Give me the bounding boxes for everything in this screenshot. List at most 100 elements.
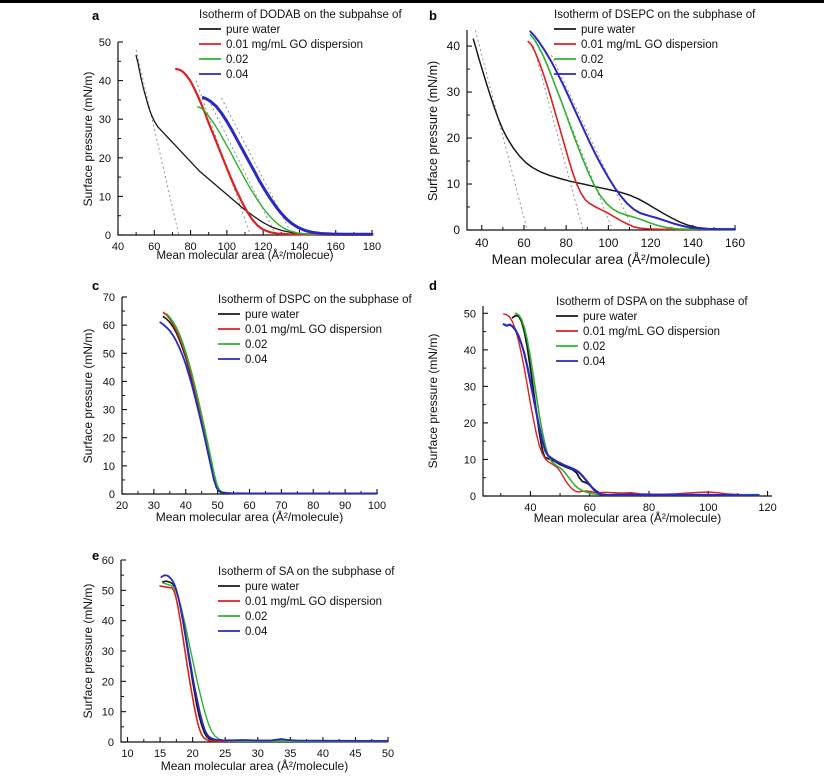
- extrapolation-dashed-line: [221, 97, 293, 236]
- y-tick-label: 50: [464, 308, 476, 320]
- y-tick-label: 30: [102, 646, 114, 658]
- legend-entry-label: 0.04: [245, 354, 268, 366]
- panel-letter-b: b: [429, 8, 437, 23]
- legend: Isotherm of DODAB on the subpahse of pure…: [199, 9, 402, 81]
- y-tick-label: 30: [447, 85, 461, 99]
- series-0.04: [159, 321, 378, 495]
- y-tick-label: 70: [103, 292, 115, 304]
- y-tick-label: 0: [105, 230, 111, 242]
- y-tick-label: 40: [447, 39, 461, 53]
- x-tick-label: 120: [641, 236, 661, 250]
- y-axis-label: Surface pressure (mN/m): [426, 61, 440, 201]
- panel-e-chart: 10 15 20 25 30 35 40 45 50 0 10 20 30 40 50 60 Mean mole…: [81, 555, 395, 773]
- legend-entry-label: pure water: [226, 24, 281, 36]
- extrapolation-dashed-line: [208, 99, 277, 236]
- panel-letter-a: a: [92, 8, 100, 23]
- series-0.01-mg-ml-go-dispersion: [503, 313, 760, 496]
- y-tick-label: 60: [102, 555, 114, 567]
- x-tick-label: 45: [349, 748, 361, 760]
- legend-entry-label: 0.04: [581, 69, 604, 81]
- x-tick-label: 40: [112, 241, 124, 253]
- y-tick-label: 60: [103, 320, 115, 332]
- x-tick-label: 80: [307, 500, 319, 512]
- x-tick-label: 35: [284, 748, 296, 760]
- y-tick-label: 20: [464, 418, 476, 430]
- series-0.02: [514, 312, 760, 496]
- legend-entry-label: 0.04: [226, 69, 249, 81]
- series-0.01-mg-ml-go-dispersion: [175, 67, 374, 236]
- x-tick-label: 30: [148, 500, 160, 512]
- x-tick-label: 100: [598, 236, 618, 250]
- y-tick-label: 30: [464, 381, 476, 393]
- x-tick-label: 90: [339, 500, 351, 512]
- x-axis-label: Mean molecular area (Å²/molecule): [492, 251, 711, 267]
- legend-entry-label: 0.02: [226, 54, 248, 66]
- x-tick-label: 15: [154, 748, 166, 760]
- x-tick-label: 100: [699, 502, 717, 514]
- y-tick-label: 10: [99, 191, 111, 203]
- x-tick-label: 20: [187, 748, 199, 760]
- y-tick-label: 30: [103, 405, 115, 417]
- legend-entry-label: 0.02: [245, 339, 267, 351]
- series-0.02: [197, 106, 373, 236]
- series-pure-water: [511, 314, 757, 497]
- x-axis-label: Mean molecular area (Å²/molecule): [156, 509, 343, 524]
- y-tick-label: 30: [99, 114, 111, 126]
- legend: Isotherm of DSPC on the subphase of pure …: [218, 294, 412, 366]
- x-tick-label: 60: [584, 502, 596, 514]
- series-0.01-mg-ml-go-dispersion: [527, 40, 736, 231]
- legend-title: Isotherm of SA on the subphase of: [218, 566, 395, 578]
- legend-entry-label: pure water: [245, 581, 300, 593]
- y-tick-label: 40: [102, 616, 114, 628]
- x-tick-label: 100: [218, 241, 236, 253]
- extrapolation-dashed-line: [551, 55, 635, 231]
- y-axis-label: Surface pressure (mN/m): [81, 329, 95, 464]
- legend-entry-label: pure water: [583, 311, 638, 323]
- top-rule: [0, 0, 824, 3]
- y-tick-label: 20: [102, 676, 114, 688]
- y-tick-label: 20: [103, 433, 115, 445]
- series-0.01-mg-ml-go-dispersion: [159, 585, 389, 743]
- legend-entry-label: 0.02: [583, 341, 605, 353]
- y-axis-label: Surface pressure (mN/m): [81, 584, 95, 719]
- y-tick-label: 10: [447, 177, 461, 191]
- legend-entry-label: 0.04: [583, 356, 606, 368]
- y-tick-label: 10: [103, 461, 115, 473]
- panel-letter-d: d: [429, 278, 437, 293]
- x-tick-label: 80: [184, 241, 196, 253]
- legend-title: Isotherm of DODAB on the subpahse of: [199, 9, 402, 21]
- x-axis-label: Mean molecular area (Å²/molecule): [161, 758, 348, 773]
- x-tick-label: 80: [643, 502, 655, 514]
- y-tick-label: 40: [464, 345, 476, 357]
- y-tick-label: 0: [453, 223, 460, 237]
- extrapolation-dashed-line: [475, 30, 528, 231]
- x-tick-label: 180: [363, 241, 381, 253]
- panel-letter-c: c: [92, 278, 100, 293]
- legend-entry-label: 0.01 mg/mL GO dispersion: [226, 39, 363, 51]
- series-pure-water: [162, 315, 378, 495]
- legend: Isotherm of SA on the subphase of pure wa…: [218, 566, 395, 638]
- series-0.04: [201, 96, 374, 236]
- x-tick-label: 120: [254, 241, 272, 253]
- x-tick-label: 50: [382, 748, 394, 760]
- x-tick-label: 100: [368, 500, 386, 512]
- x-tick-label: 40: [180, 500, 192, 512]
- legend-entry-label: 0.02: [245, 611, 267, 623]
- panel-a-chart: 40 60 80 100 120 140 160 180 0 10 20 30 40 50 Mean mol…: [81, 9, 402, 262]
- x-tick-label: 50: [212, 500, 224, 512]
- x-tick-label: 30: [252, 748, 264, 760]
- y-tick-label: 40: [99, 76, 111, 88]
- legend-entry-label: 0.01 mg/mL GO dispersion: [581, 39, 718, 51]
- legend-title: Isotherm of DSPA on the subphase of: [556, 296, 748, 308]
- x-axis-label: Mean molecular area (Å²/molecue): [156, 249, 333, 262]
- legend-entry-label: 0.04: [245, 626, 268, 638]
- legend: Isotherm of DSPA on the subphase of pure …: [556, 296, 748, 368]
- extrapolation-dashed-line: [135, 49, 180, 236]
- x-tick-label: 80: [560, 236, 574, 250]
- series-0.04: [502, 323, 760, 497]
- x-tick-label: 60: [148, 241, 160, 253]
- y-tick-label: 20: [447, 131, 461, 145]
- legend-entry-label: 0.01 mg/mL GO dispersion: [583, 326, 720, 338]
